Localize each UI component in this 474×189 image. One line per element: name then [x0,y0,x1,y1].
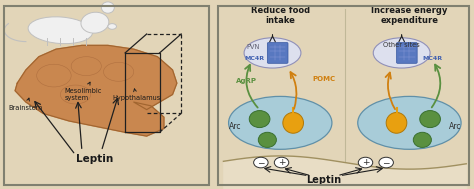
Text: −: − [383,158,390,167]
Circle shape [274,157,289,168]
Text: Hypothalamus: Hypothalamus [112,89,160,101]
Text: Arc: Arc [448,122,461,131]
Ellipse shape [81,12,109,33]
Circle shape [379,157,393,168]
Text: +: + [362,158,369,167]
Ellipse shape [420,111,440,128]
Ellipse shape [373,38,430,68]
Ellipse shape [249,111,270,128]
Ellipse shape [228,96,332,149]
Text: Brainstem: Brainstem [9,98,43,111]
Ellipse shape [101,2,114,13]
Ellipse shape [386,112,407,133]
Text: Increase energy
expenditure: Increase energy expenditure [371,6,447,25]
Ellipse shape [28,17,92,44]
Text: Leptin: Leptin [307,175,342,184]
Text: Other sites: Other sites [383,42,420,48]
FancyBboxPatch shape [396,43,417,63]
Circle shape [254,157,268,168]
Text: AgRP: AgRP [237,78,257,84]
Ellipse shape [413,132,431,147]
Text: MC4R: MC4R [422,56,442,61]
Text: MC4R: MC4R [244,56,264,61]
Ellipse shape [258,132,276,147]
Text: +: + [278,158,285,167]
Text: −: − [257,158,264,167]
Ellipse shape [244,38,301,68]
FancyBboxPatch shape [267,43,288,63]
Circle shape [358,157,373,168]
Text: Arc: Arc [228,122,241,131]
Ellipse shape [283,112,303,133]
Text: Leptin: Leptin [76,154,113,164]
Text: PVN: PVN [246,44,260,50]
Text: POMC: POMC [313,76,336,82]
Ellipse shape [358,96,461,149]
Text: Reduce food
intake: Reduce food intake [251,6,310,25]
Text: Mesolimbic
system: Mesolimbic system [64,82,102,101]
Ellipse shape [108,24,117,29]
Polygon shape [15,45,177,136]
